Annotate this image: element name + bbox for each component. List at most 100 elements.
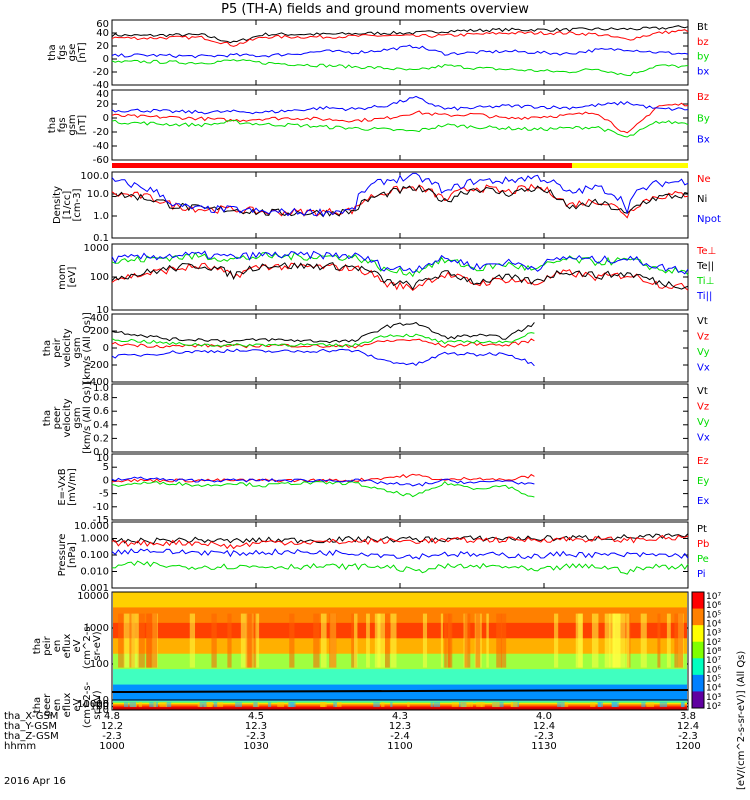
pressure-ytick-label: 0.001 bbox=[80, 583, 109, 594]
peir-eflux-stripe bbox=[422, 613, 428, 668]
peer-eflux-stripe bbox=[646, 702, 655, 707]
colorbar-segment bbox=[692, 691, 704, 709]
peer-eflux-stripe bbox=[611, 702, 619, 707]
fgs-gsm-ytick-label: 40 bbox=[96, 89, 109, 100]
peir-eflux-stripe bbox=[609, 613, 615, 668]
xaxis-row-label: tha_Y-GSM bbox=[4, 721, 57, 732]
temperature-legend-Ti||: Ti|| bbox=[696, 291, 712, 302]
peir-velocity-ylabel: [km/s (All Qs)] bbox=[82, 312, 93, 384]
xaxis-tick-label: 4.3 bbox=[392, 711, 408, 722]
pressure-legend-Pb: Pb bbox=[697, 539, 709, 550]
density-legend-Ni: Ni bbox=[697, 194, 707, 205]
fgs-gse-ytick-label: 60 bbox=[96, 19, 109, 30]
peer-eflux-stripe bbox=[165, 702, 172, 707]
xaxis-tick-label: -2.3 bbox=[246, 731, 266, 742]
fgs-gse-legend-by: by bbox=[697, 52, 709, 63]
pressure-series-Pi bbox=[111, 548, 689, 560]
peir-eflux-stripe bbox=[351, 613, 357, 668]
peer-eflux-stripe bbox=[496, 702, 504, 707]
colorbar-label: 10⁴ bbox=[706, 684, 721, 694]
efield-ytick-label: -5 bbox=[99, 489, 109, 500]
sc-potential-line bbox=[111, 689, 689, 693]
peer-eflux-ylabel: sr-eV) bbox=[92, 690, 103, 719]
density-ytick-label: 10.0 bbox=[87, 189, 109, 200]
peer-eflux-stripe bbox=[213, 702, 218, 707]
peir-eflux-stripe bbox=[500, 613, 507, 668]
peer-eflux-stripe bbox=[123, 702, 129, 707]
page-title: P5 (TH-A) fields and ground moments over… bbox=[221, 2, 529, 17]
peer-eflux-ylabel: peer bbox=[42, 693, 53, 717]
peir-eflux-ylabel: sr-eV) bbox=[92, 631, 103, 660]
density-ytick-label: 100.0 bbox=[80, 171, 109, 182]
peer-velocity-ylabel: tha bbox=[42, 410, 53, 426]
fgs-gsm-ylabel: tha bbox=[47, 117, 58, 133]
peir-eflux-ylabel: en bbox=[52, 640, 63, 653]
peir-eflux-stripe bbox=[254, 613, 260, 668]
peer-eflux-frame2 bbox=[111, 699, 689, 711]
peer-eflux-stripe bbox=[430, 702, 433, 707]
colorbar-label: 10⁵ bbox=[706, 675, 721, 685]
xaxis-tick-label: 3.8 bbox=[680, 711, 696, 722]
peir-eflux-stripe bbox=[674, 613, 677, 668]
efield-ytick-label: 10 bbox=[96, 453, 109, 464]
peir-eflux-ylabel: peir bbox=[42, 635, 53, 655]
peer-eflux-stripe bbox=[681, 702, 685, 707]
colorbar-title: [eV/(cm^2-s-sr-eV)] (All Qs) bbox=[736, 650, 747, 790]
xaxis-tick-label: -2.4 bbox=[390, 731, 410, 742]
peir-eflux-stripe bbox=[253, 613, 257, 668]
fgs-gsm-series-By bbox=[111, 119, 689, 138]
peer-eflux-stripe bbox=[159, 702, 168, 707]
fgs-gsm-legend-Bx: Bx bbox=[697, 135, 710, 146]
peir-eflux-stripe bbox=[131, 613, 139, 668]
xaxis-tick-label: 12.2 bbox=[101, 721, 123, 732]
density-ytick-label: 0.1 bbox=[93, 233, 109, 244]
temperature-series-Ti⊥ bbox=[111, 251, 689, 278]
peer-eflux-ylabel: tha bbox=[32, 697, 43, 713]
pressure-series-Pb bbox=[111, 534, 689, 550]
peir-eflux-stripe bbox=[146, 613, 151, 668]
temperature-ytick-label: 1000 bbox=[84, 243, 109, 254]
temperature-legend-Ti⊥: Ti⊥ bbox=[696, 276, 714, 287]
peir-eflux-band bbox=[113, 592, 687, 608]
xaxis-tick-label: 1100 bbox=[387, 741, 412, 752]
peir-velocity-ylabel: peir bbox=[52, 337, 63, 357]
peer-eflux-stripe bbox=[590, 702, 596, 707]
peir-eflux-ytick-label: 100 bbox=[90, 659, 109, 670]
peer-eflux-stripe bbox=[476, 702, 483, 707]
peer-eflux-stripe bbox=[381, 702, 385, 707]
pressure-series-Pe bbox=[111, 560, 689, 575]
peir-velocity-legend-Vx: Vx bbox=[697, 363, 710, 374]
peir-eflux-stripe bbox=[354, 613, 358, 668]
peir-eflux-stripe bbox=[676, 613, 684, 668]
date-label: 2016 Apr 16 bbox=[4, 776, 66, 787]
peer-velocity-ylabel: velocity bbox=[62, 398, 73, 437]
density-ylabel: [1/cc] bbox=[62, 191, 73, 220]
density-ytick-label: 1.0 bbox=[93, 211, 109, 222]
colorbar-label: 10⁶ bbox=[706, 601, 721, 611]
peir-eflux-ylabel: eV bbox=[72, 639, 83, 652]
density-series-Ni bbox=[111, 184, 689, 218]
peer-velocity-legend-Vt: Vt bbox=[697, 386, 708, 397]
fgs-gsm-legend-Bz: Bz bbox=[697, 92, 709, 103]
xaxis-tick-label: -2.3 bbox=[534, 731, 554, 742]
peer-eflux-stripe bbox=[465, 702, 471, 707]
peir-eflux-stripe bbox=[591, 613, 599, 668]
temperature-legend-Te⊥: Te⊥ bbox=[696, 246, 716, 257]
density-series-Ne bbox=[111, 183, 689, 219]
colorbar-label: 10⁴ bbox=[706, 620, 721, 630]
fgs-gsm-ytick-label: -20 bbox=[93, 127, 109, 138]
xaxis-tick-label: 1200 bbox=[675, 741, 700, 752]
peir-eflux-stripe bbox=[289, 613, 295, 668]
peir-eflux-stripe bbox=[578, 613, 583, 668]
mode-bar-red bbox=[112, 163, 572, 168]
peir-velocity-ytick-label: -200 bbox=[86, 360, 109, 371]
peer-eflux-stripe bbox=[451, 702, 459, 707]
peir-eflux-ylabel: (cm^2-s- bbox=[82, 622, 93, 669]
xaxis-tick-label: 12.3 bbox=[245, 721, 267, 732]
fgs-gse-ytick-label: -20 bbox=[93, 67, 109, 78]
peer-velocity-ylabel: gsm bbox=[72, 407, 83, 428]
colorbar-label: 10² bbox=[706, 638, 721, 648]
peir-eflux-stripe bbox=[440, 613, 443, 668]
fgs-gsm-series-Bz bbox=[111, 102, 689, 134]
peir-velocity-series-Vz bbox=[111, 338, 535, 349]
